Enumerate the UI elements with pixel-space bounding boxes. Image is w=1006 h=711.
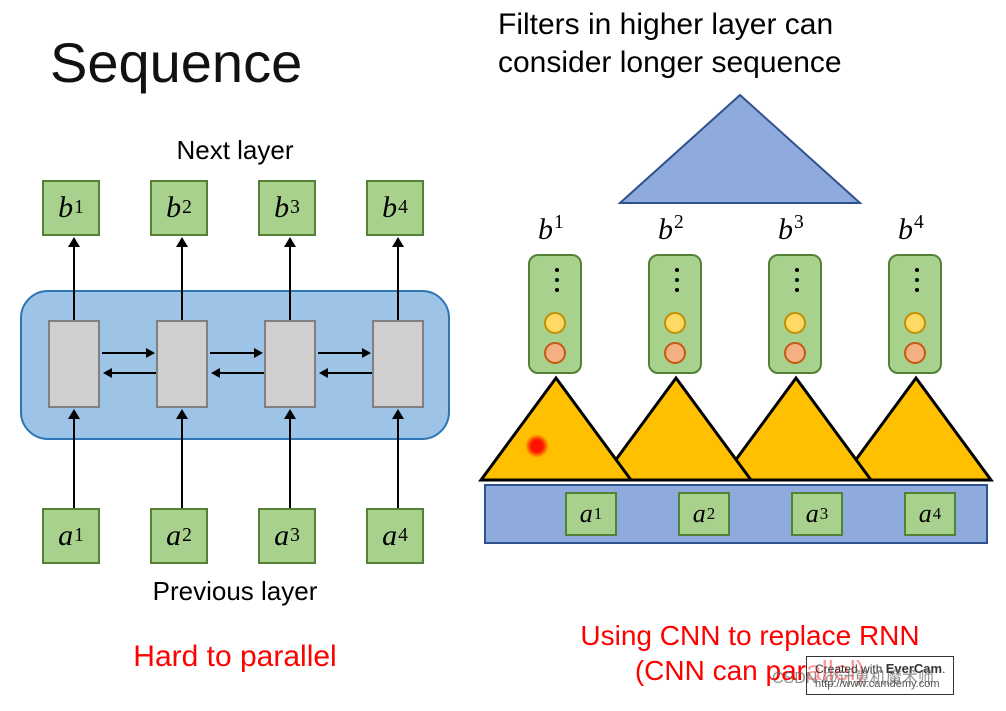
a-in-box-3: a3 — [791, 492, 843, 536]
a-in-box-2: a2 — [678, 492, 730, 536]
cnn-triangle-3 — [721, 378, 871, 480]
csdn-watermark: CSDN @计算机魔术师 — [772, 664, 934, 688]
a-in-box-1: a1 — [565, 492, 617, 536]
pointer-dot-icon — [525, 434, 549, 458]
caption-right-line1: Using CNN to replace RNN — [580, 620, 919, 651]
cnn-triangle-1 — [481, 378, 631, 480]
cnn-triangle-4 — [841, 378, 991, 480]
right-diagram: b1 b2 b3 b4 a1 — [0, 0, 1006, 711]
a-in-box-4: a4 — [904, 492, 956, 536]
cnn-triangles-svg — [0, 0, 1006, 711]
cnn-triangle-2 — [601, 378, 751, 480]
